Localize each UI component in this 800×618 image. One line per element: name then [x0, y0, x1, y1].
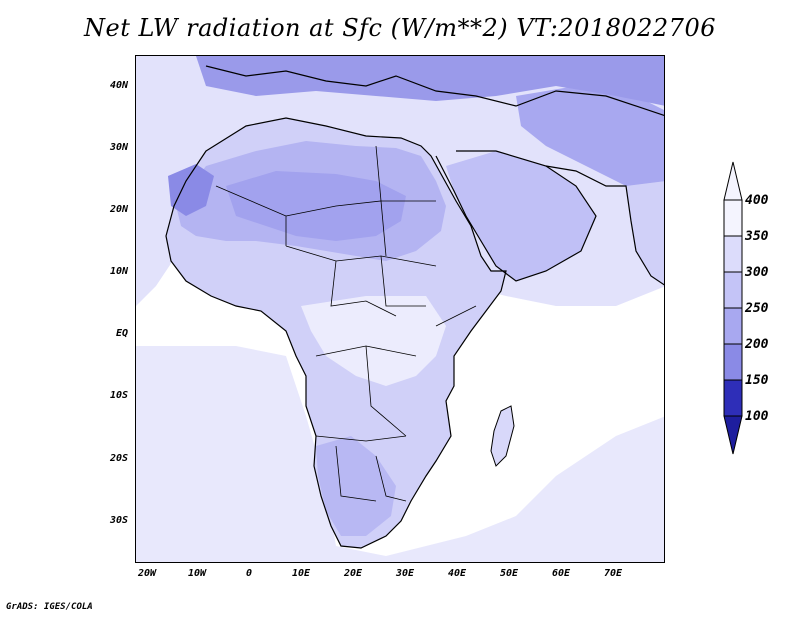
southern-ocean-field	[136, 346, 664, 562]
india-field	[626, 181, 664, 285]
lat-label-20s: 20S	[109, 453, 128, 464]
colorbar-bottom-arrow	[723, 415, 743, 455]
map-svg	[136, 56, 664, 562]
colorbar	[723, 161, 743, 455]
colorbar-bin	[723, 307, 743, 345]
lon-label-20w: 20W	[137, 568, 157, 579]
border-line	[330, 260, 397, 317]
iran-field	[516, 86, 664, 196]
lat-label-20n: 20N	[109, 204, 128, 215]
madagascar	[490, 405, 515, 467]
map-title: Net LW radiation at Sfc (W/m**2) VT:2018…	[84, 14, 716, 42]
footer-credit: GrADS: IGES/COLA	[6, 602, 93, 612]
colorbar-bin	[723, 271, 743, 309]
persian-gulf-coast	[545, 165, 664, 286]
border-line	[365, 345, 407, 437]
lon-label-40e: 40E	[447, 568, 467, 579]
border-line	[335, 445, 377, 502]
country-borders	[215, 145, 477, 502]
lat-label-40n: 40N	[109, 80, 128, 91]
colorbar-bin	[723, 343, 743, 381]
border-line	[375, 455, 407, 502]
border-line	[375, 145, 382, 202]
border-line	[435, 305, 477, 327]
lat-label-10s: 10S	[109, 390, 128, 401]
west-sahara-dark	[168, 164, 214, 216]
lat-label-eq: EQ	[115, 328, 128, 339]
colorbar-label-150: 150	[745, 373, 769, 388]
border-line	[315, 435, 407, 442]
colorbar-bin	[723, 235, 743, 273]
colorbar-bin	[723, 199, 743, 237]
border-line	[285, 245, 437, 267]
mediterranean-north-coast	[205, 65, 664, 116]
lat-label-30n: 30N	[109, 142, 128, 153]
colorbar-label-350: 350	[745, 229, 769, 244]
colorbar-bin	[723, 379, 743, 417]
southern-africa-field	[316, 436, 396, 536]
lon-label-20e: 20E	[343, 568, 363, 579]
map-panel	[135, 55, 665, 563]
lon-label-60e: 60E	[551, 568, 571, 579]
lat-label-30s: 30S	[109, 515, 128, 526]
colorbar-label-100: 100	[745, 409, 769, 424]
lat-label-10n: 10N	[109, 266, 128, 277]
lon-label-30e: 30E	[395, 568, 415, 579]
lon-label-50e: 50E	[499, 568, 519, 579]
colorbar-top-arrow	[723, 161, 743, 201]
colorbar-label-200: 200	[745, 337, 769, 352]
europe-field	[196, 56, 664, 106]
lon-label-70e: 70E	[603, 568, 623, 579]
lon-label-10w: 10W	[187, 568, 207, 579]
border-line	[380, 255, 426, 307]
lon-label-10e: 10E	[291, 568, 311, 579]
colorbar-label-250: 250	[745, 301, 769, 316]
arabia-field	[446, 151, 596, 281]
border-line	[285, 200, 387, 257]
central-africa-light	[301, 296, 446, 386]
coastline-group	[165, 65, 664, 549]
sahara-core	[226, 171, 406, 241]
colorbar-label-400: 400	[745, 193, 769, 208]
lon-label-0: 0	[245, 568, 253, 579]
colorbar-label-300: 300	[745, 265, 769, 280]
africa-coastline	[165, 117, 507, 549]
